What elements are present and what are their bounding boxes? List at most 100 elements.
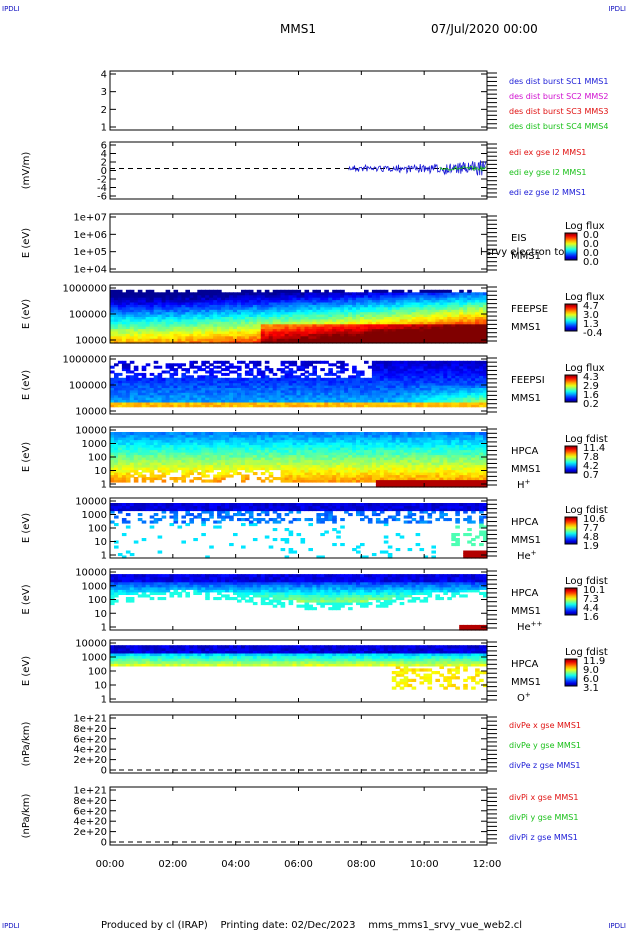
y-axis-label: E (eV) xyxy=(21,370,32,400)
y-tick-label: 8e+20 xyxy=(73,724,107,735)
y-tick-label: 1e+04 xyxy=(73,265,107,276)
colorbar-tick: 6.0 xyxy=(583,674,599,685)
colorbar-tick: 1.6 xyxy=(583,390,599,401)
legend-label: divPi y gse MMS1 xyxy=(509,813,578,822)
panel-frame xyxy=(109,70,488,131)
y-axis-label: E (eV) xyxy=(21,228,32,258)
legend-label: divPe x gse MMS1 xyxy=(509,721,581,730)
y-tick-label: 1e+06 xyxy=(73,230,107,241)
colorbar xyxy=(564,516,578,545)
corner-label-tr: IPDLI xyxy=(608,5,626,13)
y-tick-label: 1000 xyxy=(82,510,107,521)
legend-label: divPe y gse MMS1 xyxy=(509,741,581,750)
header-title: MMS1 xyxy=(280,22,316,36)
corner-label-bl: IPDLI xyxy=(2,922,20,930)
panel-frame xyxy=(109,213,488,273)
y-tick-label: 1e+05 xyxy=(73,247,107,258)
panel-hpca-he-plus: 10000 1000 100 10 1 E (eV) HPCA MMS1 He+ Log fdis… xyxy=(21,497,608,563)
y-tick-label: 1 xyxy=(101,623,107,634)
y-tick-label: 100000 xyxy=(69,381,107,392)
colorbar xyxy=(564,303,578,332)
y-tick-label: 6e+20 xyxy=(73,734,107,745)
y-tick-label: 1000 xyxy=(82,439,107,450)
colorbar-title: Log fdist xyxy=(565,576,608,587)
y-tick-label: 1e+07 xyxy=(73,213,107,224)
y-tick-label: 1e+21 xyxy=(73,786,107,797)
y-axis-label: (nPa/km) xyxy=(21,794,32,839)
colorbar-tick: 11.4 xyxy=(583,443,605,454)
colorbar-title: Log fdist xyxy=(565,434,608,445)
legend-label: edi ey gse l2 MMS1 xyxy=(509,168,587,177)
y-axis-label: E (eV) xyxy=(21,299,32,329)
legend-label: divPi z gse MMS1 xyxy=(509,833,578,842)
y-tick-label: 10000 xyxy=(75,426,107,437)
y-tick-label: 10000 xyxy=(75,568,107,579)
y-tick-label: 4 xyxy=(101,149,107,160)
y-tick-label: 6 xyxy=(101,141,107,152)
colorbar-tick: 0.0 xyxy=(583,239,599,250)
colorbar-tick: 2.9 xyxy=(583,381,599,392)
y-tick-label: 10000 xyxy=(75,639,107,650)
colorbar-tick: 3.1 xyxy=(583,683,599,694)
colorbar-tick: 10.1 xyxy=(583,585,605,596)
y-tick-label: 10 xyxy=(94,609,107,620)
x-tick-label: 04:00 xyxy=(221,859,250,870)
x-tick-label: 06:00 xyxy=(284,859,313,870)
y-tick-label: 2 xyxy=(101,105,107,116)
y-tick-label: 1 xyxy=(101,123,107,134)
y-axis-label: E (eV) xyxy=(21,513,32,543)
colorbar-tick: 7.8 xyxy=(583,452,599,463)
y-tick-label: 1000000 xyxy=(62,284,107,295)
spacecraft-label: MMS1 xyxy=(511,535,541,546)
spacecraft-label: MMS1 xyxy=(511,322,541,333)
colorbar xyxy=(564,445,578,474)
species-label: He++ xyxy=(517,620,543,633)
y-tick-label: 100 xyxy=(88,667,107,678)
spacecraft-label: MMS1 xyxy=(511,393,541,404)
colorbar xyxy=(564,232,578,261)
y-tick-label: 10 xyxy=(94,681,107,692)
panel-hpca-h: 10000 1000 100 10 1 E (eV) HPCA MMS1 H+ Log fdist… xyxy=(21,426,608,492)
y-tick-label: -2 xyxy=(97,175,107,186)
legend-label: divPe z gse MMS1 xyxy=(509,761,580,770)
species-label: O+ xyxy=(517,691,531,704)
header-datetime: 07/Jul/2020 00:00 xyxy=(431,22,538,36)
y-tick-label: 0 xyxy=(101,838,107,849)
y-tick-label: 1 xyxy=(101,551,107,562)
y-tick-label: 2e+20 xyxy=(73,827,107,838)
instrument-label: HPCA xyxy=(511,517,539,528)
y-tick-label: 4e+20 xyxy=(73,745,107,756)
y-axis-label: (mV/m) xyxy=(21,152,32,190)
colorbar-tick: 0.0 xyxy=(583,257,599,268)
y-tick-label: 3 xyxy=(101,87,107,98)
y-tick-label: -6 xyxy=(97,192,107,203)
panel-distribution-availability: 4 3 2 1 des dist burst SC1 MMS1 des dist burs… xyxy=(101,70,609,134)
y-tick-label: 100 xyxy=(88,524,107,535)
colorbar-tick: 4.2 xyxy=(583,461,599,472)
legend-label: divPi x gse MMS1 xyxy=(509,793,578,802)
colorbar-tick: 11.9 xyxy=(583,656,605,667)
y-tick-label: 4 xyxy=(101,70,107,81)
colorbar-tick: 0.0 xyxy=(583,248,599,259)
instrument-label: EIS xyxy=(511,233,527,244)
y-axis-label: E (eV) xyxy=(21,442,32,472)
y-tick-label: 10000 xyxy=(75,336,107,347)
y-axis-label: E (eV) xyxy=(21,584,32,614)
legend-label: des dist burst SC1 MMS1 xyxy=(509,77,608,86)
y-axis-label: E (eV) xyxy=(21,656,32,686)
y-tick-label: 6e+20 xyxy=(73,806,107,817)
x-tick-label: 08:00 xyxy=(347,859,376,870)
colorbar-tick: 7.7 xyxy=(583,523,599,534)
panel-frame xyxy=(109,786,488,846)
y-tick-label: 8e+20 xyxy=(73,796,107,807)
colorbar xyxy=(564,374,578,403)
spacecraft-label: MMS1 xyxy=(511,464,541,475)
y-axis-label: (nPa/km) xyxy=(21,722,32,767)
instrument-label: FEEPSI xyxy=(511,375,545,386)
y-tick-label: 2e+20 xyxy=(73,755,107,766)
y-tick-label: -4 xyxy=(97,183,107,194)
